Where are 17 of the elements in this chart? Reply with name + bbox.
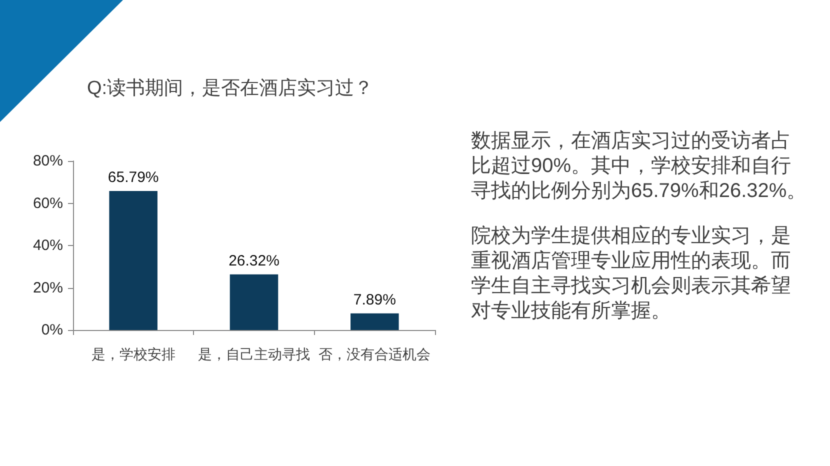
x-tick-label: 否，没有合适机会	[318, 346, 431, 362]
data-label: 65.79%	[108, 169, 159, 186]
text: 数据显示，在酒店实习过的受访者占比超过90%。其中，学校安排和自行寻找的比例分别为65.79%和26.32%。	[471, 129, 808, 204]
data-label: 7.89%	[353, 291, 396, 308]
x-tick-label: 是，学校安排	[91, 346, 176, 362]
y-tick-label: 20%	[32, 279, 63, 296]
y-tick-label: 80%	[32, 152, 63, 170]
bar	[109, 191, 158, 330]
y-tick-label: 40%	[32, 237, 63, 254]
text: 院校为学生提供相应的专业实习，是重视酒店管理专业应用性的表现。而学生自主寻找实习机会则表示其希望对专业技能有所掌握。	[471, 224, 792, 324]
x-tick-label: 是，自己主动寻找	[198, 346, 310, 362]
bar	[230, 274, 278, 330]
bar	[350, 313, 399, 330]
chart-title: Q:读书期间，是否在酒店实习过？	[87, 77, 374, 99]
y-tick-label: 0%	[41, 322, 63, 338]
y-tick-label: 60%	[32, 194, 63, 212]
data-label: 26.32%	[228, 252, 280, 270]
